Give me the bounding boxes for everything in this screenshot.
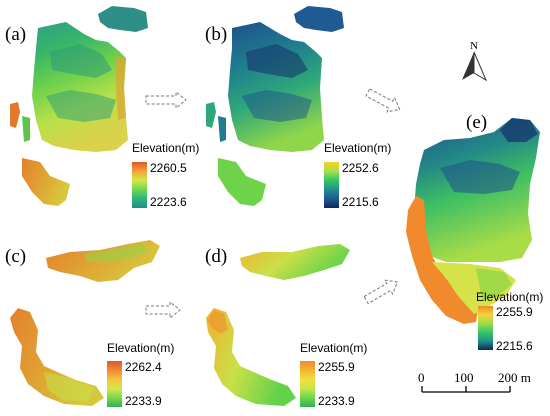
- panel-e-color-ramp: [478, 306, 493, 350]
- panel-a-island-north: [98, 6, 148, 32]
- panel-b-islet-west-2: [218, 116, 226, 142]
- panel-e-south-green: [476, 268, 512, 300]
- panel-d-legend-title: Elevation(m): [300, 341, 367, 355]
- panel-c-legend: Elevation(m) 2262.4 2233.9: [107, 341, 174, 408]
- panel-b-basin: [242, 90, 312, 122]
- panel-a-legend: Elevation(m) 2260.5 2223.6: [132, 141, 199, 209]
- panel-a-legend-title: Elevation(m): [132, 141, 199, 155]
- panel-c-color-ramp: [107, 361, 122, 407]
- panel-a-edge-band: [116, 56, 126, 120]
- panel-a-label: (a): [5, 24, 26, 45]
- panel-b-label: (b): [205, 24, 227, 45]
- panel-d-label: (d): [205, 246, 227, 267]
- panel-a-main-plateau: [32, 22, 128, 152]
- panel-d-lower-arm-orange: [208, 310, 228, 334]
- panel-c-lower-arm: [10, 308, 104, 406]
- panel-d-color-ramp: [300, 361, 315, 407]
- panel-b: (b) Elevation(m) 2252.6 2215.6: [205, 6, 391, 209]
- panel-c: (c) Elevation(m) 2262.4 2233.9: [5, 240, 174, 408]
- panel-e-west-arm: [406, 196, 478, 324]
- panel-e-legend-max: 2255.9: [496, 305, 533, 319]
- arrow-c-to-d: [145, 300, 181, 320]
- panel-c-legend-max: 2262.4: [125, 360, 162, 374]
- north-arrow-letter: N: [470, 40, 478, 52]
- arrow-d-to-e: [363, 279, 399, 305]
- arrow-b-to-e: [365, 88, 401, 113]
- panel-e-legend: Elevation(m) 2255.9 2215.6: [476, 290, 543, 353]
- panel-b-legend-max: 2252.6: [342, 161, 379, 175]
- panel-c-legend-title: Elevation(m): [107, 341, 174, 355]
- panel-b-legend-title: Elevation(m): [324, 141, 391, 155]
- north-arrow: N: [462, 40, 488, 82]
- north-arrow-icon-right: [473, 51, 488, 82]
- arrow-a-to-b: [145, 90, 187, 110]
- panel-b-southern-arm: [218, 158, 266, 206]
- panel-a-legend-min: 2223.6: [150, 195, 187, 209]
- panel-a-legend-max: 2260.5: [150, 161, 187, 175]
- scale-bar-label-100: 100: [454, 370, 474, 385]
- panel-b-legend-min: 2215.6: [342, 195, 379, 209]
- panel-e-north-deep: [500, 118, 538, 142]
- panel-e-label: (e): [466, 112, 487, 133]
- panel-d-legend-min: 2233.9: [318, 394, 355, 408]
- panel-a-color-ramp: [132, 162, 147, 208]
- panel-b-legend: Elevation(m) 2252.6 2215.6: [324, 141, 391, 209]
- north-arrow-icon: [462, 52, 474, 80]
- panel-b-main-plateau: [228, 22, 324, 152]
- panel-a-southern-arm: [22, 158, 70, 206]
- panel-d-lower-arm: [206, 308, 296, 406]
- panel-c-legend-min: 2233.9: [125, 394, 162, 408]
- panel-c-upper-strip-green: [84, 244, 148, 262]
- panel-e-legend-title: Elevation(m): [476, 290, 543, 304]
- panel-b-color-ramp: [324, 162, 339, 208]
- panel-c-label: (c): [5, 246, 26, 267]
- panel-b-deep-zone: [246, 44, 308, 78]
- panel-a-islet-west-2: [22, 116, 30, 142]
- panel-c-lower-arm-green: [44, 372, 94, 402]
- panel-a-basin: [46, 90, 116, 122]
- panel-d: (d) Elevation(m) 2255.9 2233.9: [205, 244, 367, 408]
- panel-e-legend-min: 2215.6: [496, 339, 533, 353]
- panel-e: (e) Elevation(m) 2255.9 2215.6: [406, 112, 543, 353]
- panel-a-islet-west: [10, 102, 20, 128]
- panel-d-legend: Elevation(m) 2255.9 2233.9: [300, 341, 367, 408]
- panel-d-legend-max: 2255.9: [318, 360, 355, 374]
- scale-bar-label-200: 200 m: [498, 370, 531, 385]
- panel-e-plateau-dark: [440, 160, 520, 194]
- scale-bar-label-0: 0: [418, 370, 425, 385]
- scale-bar: 0 100 200 m: [418, 370, 531, 393]
- panel-a: (a) Elevation(m) 2260.5 2223.6: [5, 6, 199, 209]
- panel-d-upper-strip: [240, 244, 350, 280]
- panel-b-islet-west: [206, 102, 216, 128]
- panel-b-island-north: [294, 6, 344, 32]
- panel-a-ridge: [50, 44, 112, 78]
